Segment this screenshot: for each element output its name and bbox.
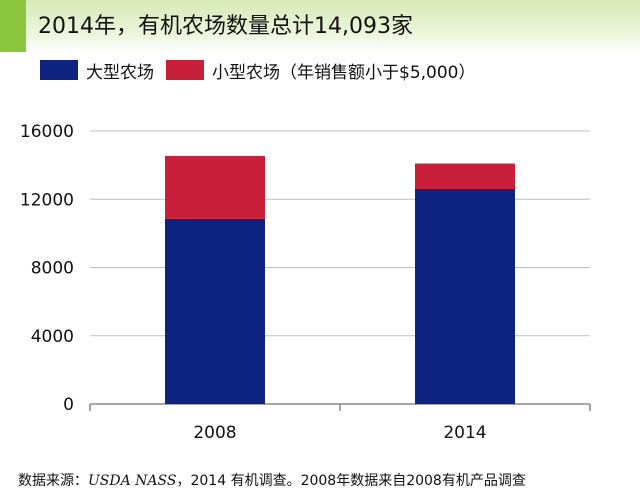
chart-legend: 大型农场 小型农场（年销售额小于$5,000） (40, 58, 487, 83)
legend-item-large: 大型农场 (40, 58, 154, 83)
source-prefix: 数据来源： (18, 473, 88, 489)
y-tick-label: 16000 (20, 122, 74, 142)
legend-label-small: 小型农场（年销售额小于$5,000） (212, 62, 476, 83)
source-note: 数据来源：USDA NASS，2014 有机调查。2008年数据来自2008有机… (18, 470, 526, 490)
y-tick-label: 4000 (31, 327, 74, 347)
y-tick-label: 8000 (31, 259, 74, 279)
bar-small-2008 (165, 155, 265, 219)
y-tick-label: 12000 (20, 190, 74, 210)
chart-title: 2014年，有机农场数量总计14,093家 (38, 14, 413, 39)
header-band (0, 0, 640, 52)
legend-item-small: 小型农场（年销售额小于$5,000） (166, 58, 475, 83)
bar-large-2014 (415, 189, 515, 404)
legend-label-large: 大型农场 (86, 62, 154, 83)
source-suffix: ，2014 有机调查。2008年数据来自2008有机产品调查 (176, 473, 526, 489)
legend-swatch-large (40, 60, 78, 80)
x-tick-label: 2014 (443, 423, 486, 443)
bar-small-2014 (415, 163, 515, 190)
source-name: USDA NASS (88, 473, 177, 489)
bar-large-2008 (165, 218, 265, 404)
y-tick-label: 0 (63, 395, 74, 415)
legend-swatch-small (166, 60, 204, 80)
header-accent-bar (0, 0, 26, 52)
x-tick-label: 2008 (193, 423, 236, 443)
